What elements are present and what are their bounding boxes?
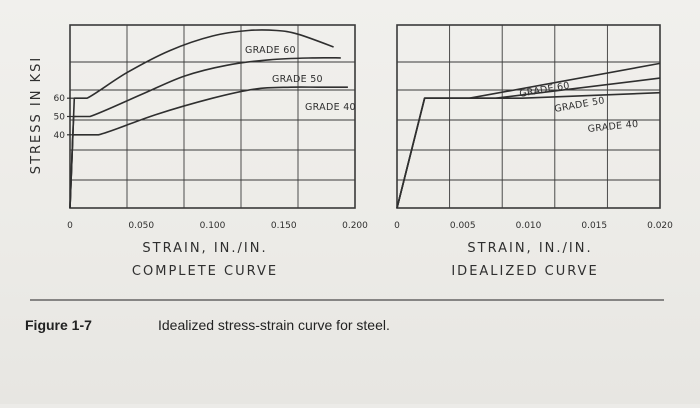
- x-tick-label: 0: [67, 221, 73, 231]
- y-axis-label: STRESS IN KSI: [29, 56, 44, 174]
- y-tick-label: 50: [54, 113, 66, 123]
- series-line-grade-60: [396, 62, 661, 209]
- complete-curve-x-axis-label: STRAIN, IN./IN.: [142, 241, 267, 256]
- idealized-curve-x-axis-label: STRAIN, IN./IN.: [467, 241, 592, 256]
- idealized-curve-x-ticks: 0 0.005 0.010 0.015 0.020: [394, 221, 673, 231]
- series-label-grade-50: GRADE 50: [554, 95, 606, 115]
- series-label-grade-40: GRADE 40: [587, 119, 639, 135]
- idealized-curve-grid: [396, 24, 661, 209]
- series-label-grade-60: GRADE 60: [245, 45, 296, 56]
- series-label-grade-50: GRADE 50: [272, 74, 323, 85]
- x-tick-label: 0.050: [128, 221, 154, 231]
- plot-frame: [69, 24, 356, 209]
- plot-frame: [396, 24, 661, 209]
- complete-curve-title: COMPLETE CURVE: [132, 264, 278, 279]
- complete-curve-y-ticks: 40 50 60: [54, 94, 76, 141]
- series-line-grade-40: [396, 91, 661, 209]
- x-tick-label: 0.010: [516, 221, 542, 231]
- figure-number: Figure 1-7: [25, 317, 92, 333]
- x-tick-label: 0.150: [271, 221, 297, 231]
- complete-curve-series: [69, 29, 348, 209]
- complete-curve-x-ticks: 0 0.050 0.100 0.150 0.200: [67, 221, 368, 231]
- complete-curve-grid: [69, 24, 356, 209]
- idealized-curve-series: [396, 62, 661, 209]
- figure-caption: Idealized stress-strain curve for steel.: [158, 317, 390, 333]
- x-tick-label: 0.200: [342, 221, 368, 231]
- complete-curve-series-labels: GRADE 60 GRADE 50 GRADE 40: [245, 45, 356, 113]
- x-tick-label: 0.020: [647, 221, 673, 231]
- y-tick-label: 40: [54, 131, 66, 141]
- idealized-curve-title: IDEALIZED CURVE: [451, 264, 598, 279]
- x-tick-label: 0.100: [200, 221, 226, 231]
- x-tick-label: 0: [394, 221, 400, 231]
- series-line-grade-60: [69, 29, 334, 209]
- x-tick-label: 0.015: [581, 221, 607, 231]
- series-label-grade-40: GRADE 40: [305, 102, 356, 113]
- y-tick-label: 60: [54, 94, 66, 104]
- x-tick-label: 0.005: [450, 221, 476, 231]
